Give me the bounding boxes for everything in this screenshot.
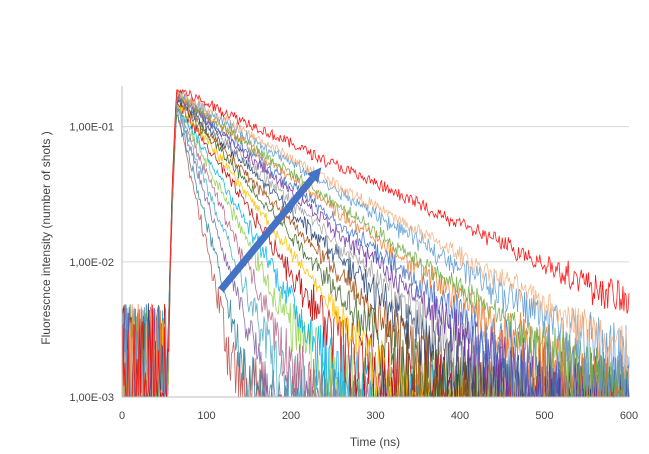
series-line-0 [121, 88, 630, 398]
axes [121, 86, 629, 398]
trend-arrow-shaft [218, 175, 316, 293]
x-axis-label: Time (ns) [350, 435, 400, 449]
x-tick-label-5: 500 [535, 410, 553, 422]
tick-labels: 0 100 200 300 400 500 600 1,00E-03 1,00E-02 1,00E… [69, 122, 638, 422]
series-group [121, 88, 630, 399]
y-tick-label-2: 1,00E-01 [69, 122, 114, 134]
x-tick-label-6: 600 [620, 410, 638, 422]
arrow-group [218, 167, 322, 293]
x-tick-label-1: 100 [197, 410, 215, 422]
x-tick-label-4: 400 [451, 410, 469, 422]
x-tick-label-3: 300 [366, 410, 384, 422]
series-line-1 [121, 88, 630, 398]
series-line-11 [122, 97, 629, 399]
trend-arrow-head [307, 167, 322, 183]
series-line-2 [121, 90, 630, 398]
y-tick-label-1: 1,00E-02 [69, 257, 114, 269]
x-tick-label-0: 0 [119, 410, 125, 422]
y-tick-label-0: 1,00E-03 [69, 392, 114, 404]
x-tick-label-2: 200 [282, 410, 300, 422]
y-axis-label: Fluorescnce intensity (number of shots ) [39, 131, 53, 344]
